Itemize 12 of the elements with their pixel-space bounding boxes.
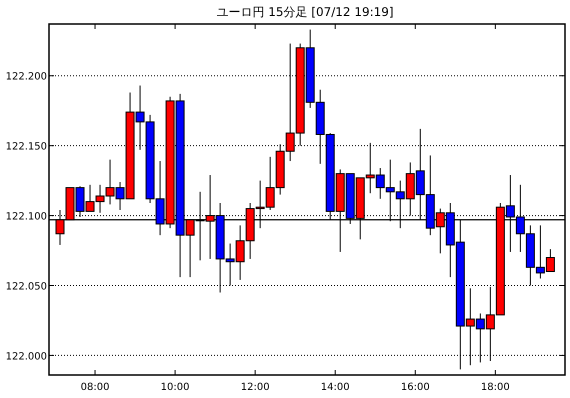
chart-title: ユーロ円 15分足 [07/12 19:19] xyxy=(216,5,394,19)
x-tick-label: 08:00 xyxy=(80,382,110,393)
x-tick-label: 16:00 xyxy=(400,382,430,393)
y-tick-label: 122.000 xyxy=(6,351,47,362)
y-tick-label: 122.100 xyxy=(6,212,47,223)
y-tick-label: 122.050 xyxy=(6,282,47,292)
x-tick-label: 10:00 xyxy=(160,382,190,393)
x-tick-label: 12:00 xyxy=(240,382,270,393)
y-tick-label: 122.200 xyxy=(6,72,47,83)
y-tick-label: 122.150 xyxy=(6,142,47,153)
x-tick-label: 18:00 xyxy=(480,382,510,393)
x-tick-label: 14:00 xyxy=(320,382,350,393)
